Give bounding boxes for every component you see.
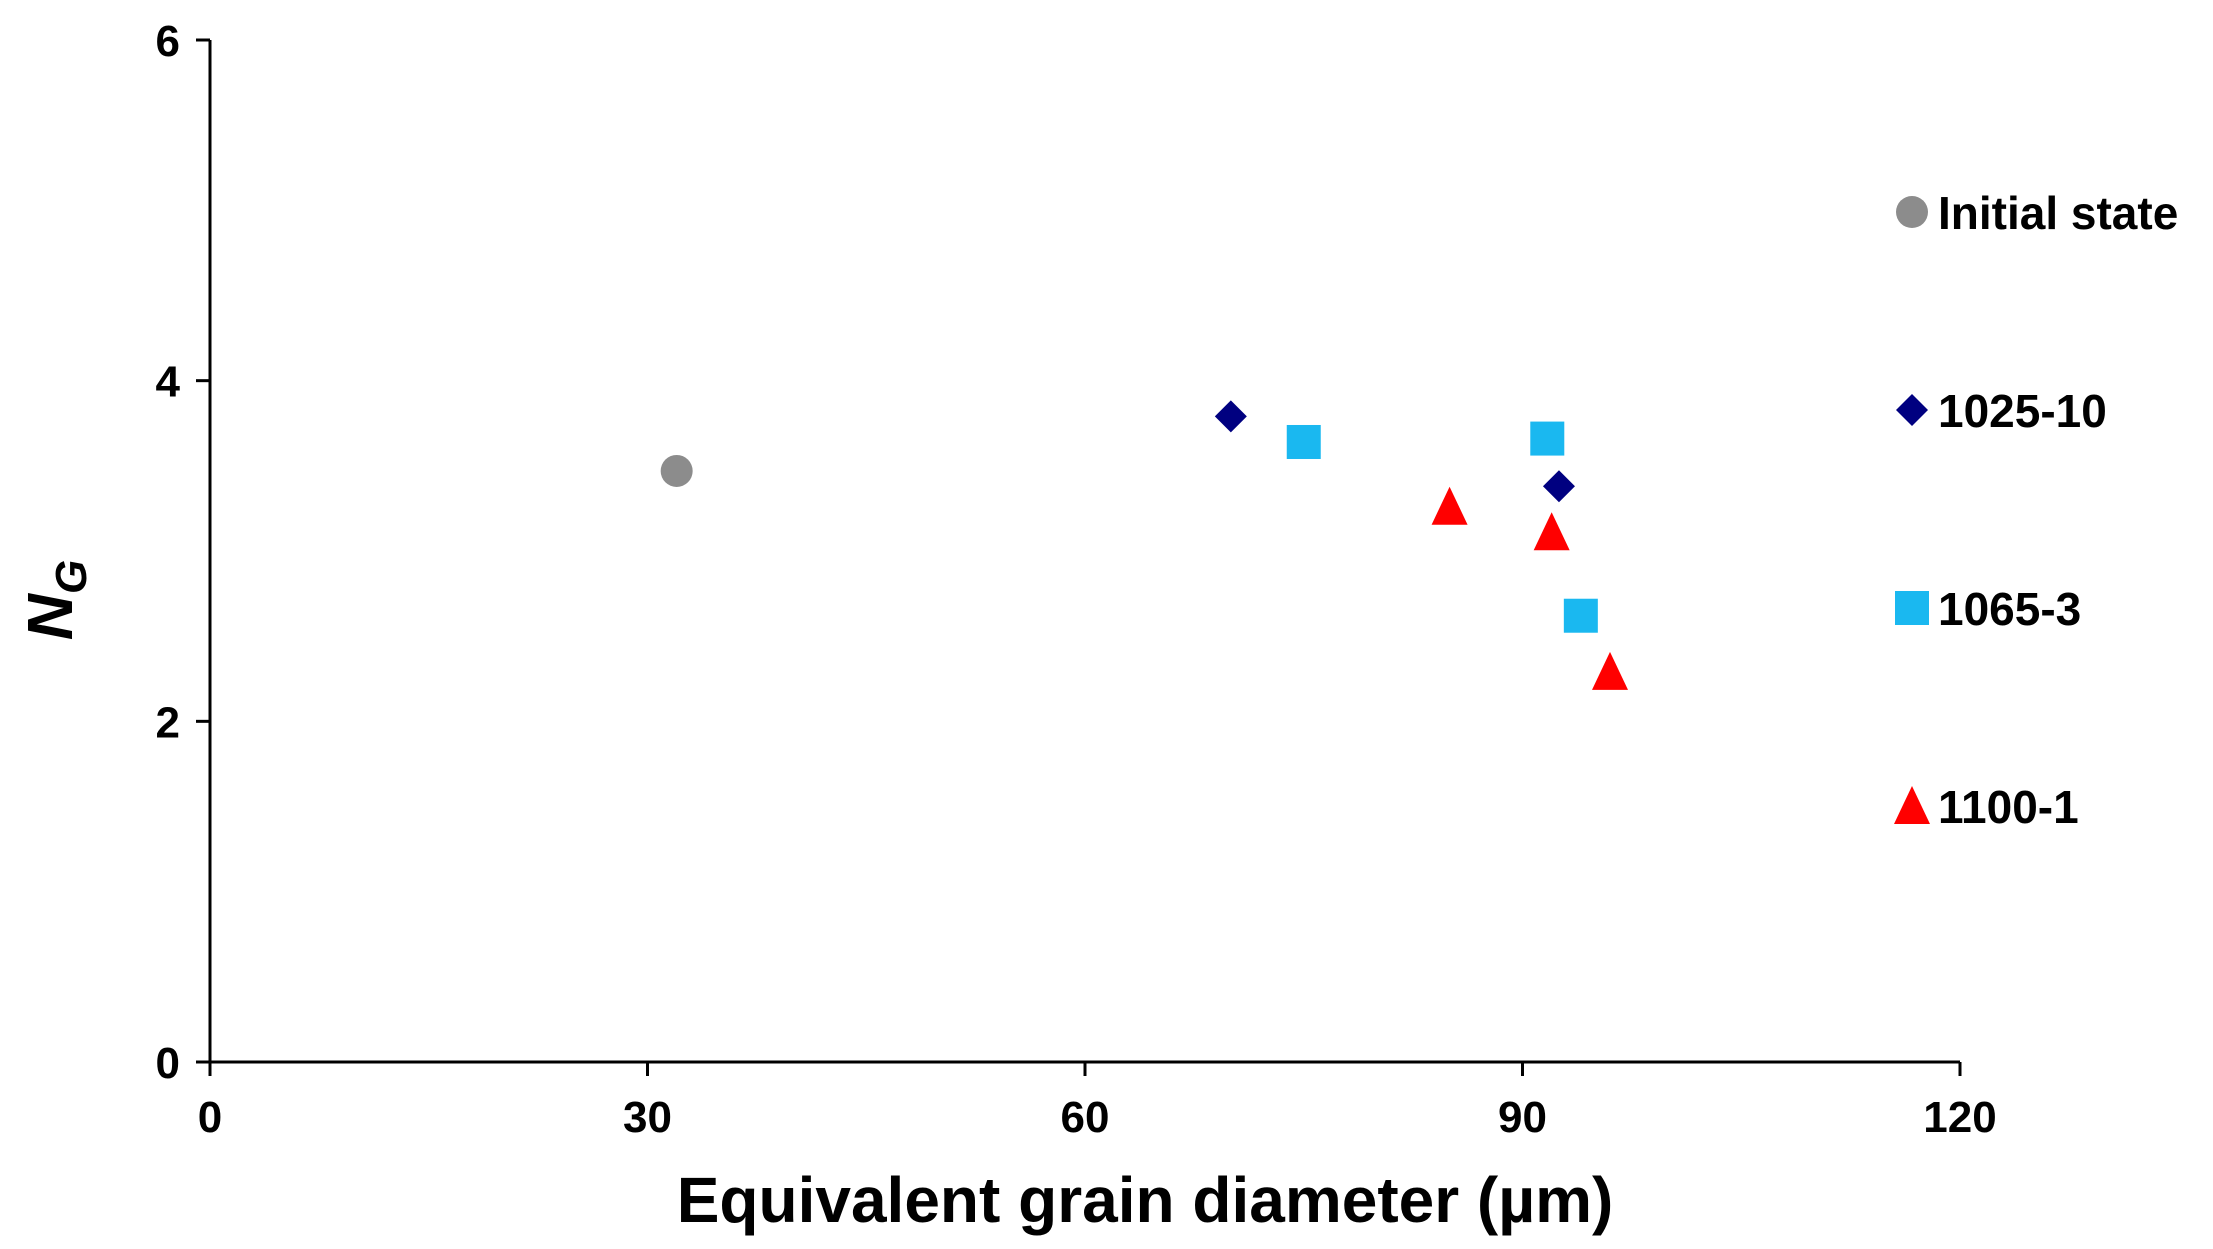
- y-axis-title-subscript: G: [47, 560, 96, 594]
- legend-label: 1065-3: [1938, 583, 2081, 635]
- data-points: [660, 400, 1628, 690]
- x-tick-label: 60: [1061, 1093, 1110, 1142]
- series-1065-3: [1286, 421, 1598, 633]
- legend-label: Initial state: [1938, 187, 2178, 239]
- legend-item: 1065-3: [1895, 583, 2081, 635]
- legend-item: 1100-1: [1894, 781, 2079, 833]
- legend-item: Initial state: [1896, 187, 2178, 239]
- legend-marker: [1895, 591, 1929, 625]
- data-point: [1533, 512, 1570, 551]
- legend-label: 1100-1: [1938, 781, 2079, 833]
- y-axis-ticks: 0 2 4 6: [156, 17, 210, 1088]
- x-tick-label: 90: [1498, 1093, 1547, 1142]
- axes: [208, 40, 1960, 1064]
- y-tick-label: 6: [156, 17, 180, 66]
- x-tick-label: 30: [623, 1093, 672, 1142]
- x-axis-ticks: 0 30 60 90 120: [198, 1062, 1997, 1142]
- series-1100-1: [1431, 486, 1628, 690]
- series-1025-10: [1214, 400, 1575, 503]
- legend-marker: [1896, 196, 1928, 228]
- data-point: [1542, 470, 1575, 503]
- legend-marker: [1896, 394, 1928, 426]
- legend-item: 1025-10: [1896, 385, 2107, 437]
- series-initial-state: [660, 454, 693, 487]
- legend-label: 1025-10: [1938, 385, 2107, 437]
- data-point: [1431, 486, 1468, 525]
- y-axis-title-main: N: [14, 592, 86, 640]
- data-point: [1530, 421, 1565, 456]
- x-tick-label: 120: [1923, 1093, 1996, 1142]
- y-tick-label: 0: [156, 1039, 180, 1088]
- legend-marker: [1894, 786, 1930, 824]
- data-point: [1214, 400, 1247, 433]
- x-tick-label: 0: [198, 1093, 222, 1142]
- legend: Initial state 1025-10 1065-3 1100-1: [1894, 187, 2178, 833]
- x-axis-title: Equivalent grain diameter (µm): [677, 1164, 1614, 1236]
- data-point: [1286, 424, 1321, 459]
- data-point: [1563, 598, 1598, 633]
- y-tick-label: 4: [156, 358, 181, 407]
- y-axis-title: NG: [14, 560, 96, 640]
- y-tick-label: 2: [156, 698, 180, 747]
- data-point: [1592, 651, 1628, 690]
- data-point: [660, 454, 693, 487]
